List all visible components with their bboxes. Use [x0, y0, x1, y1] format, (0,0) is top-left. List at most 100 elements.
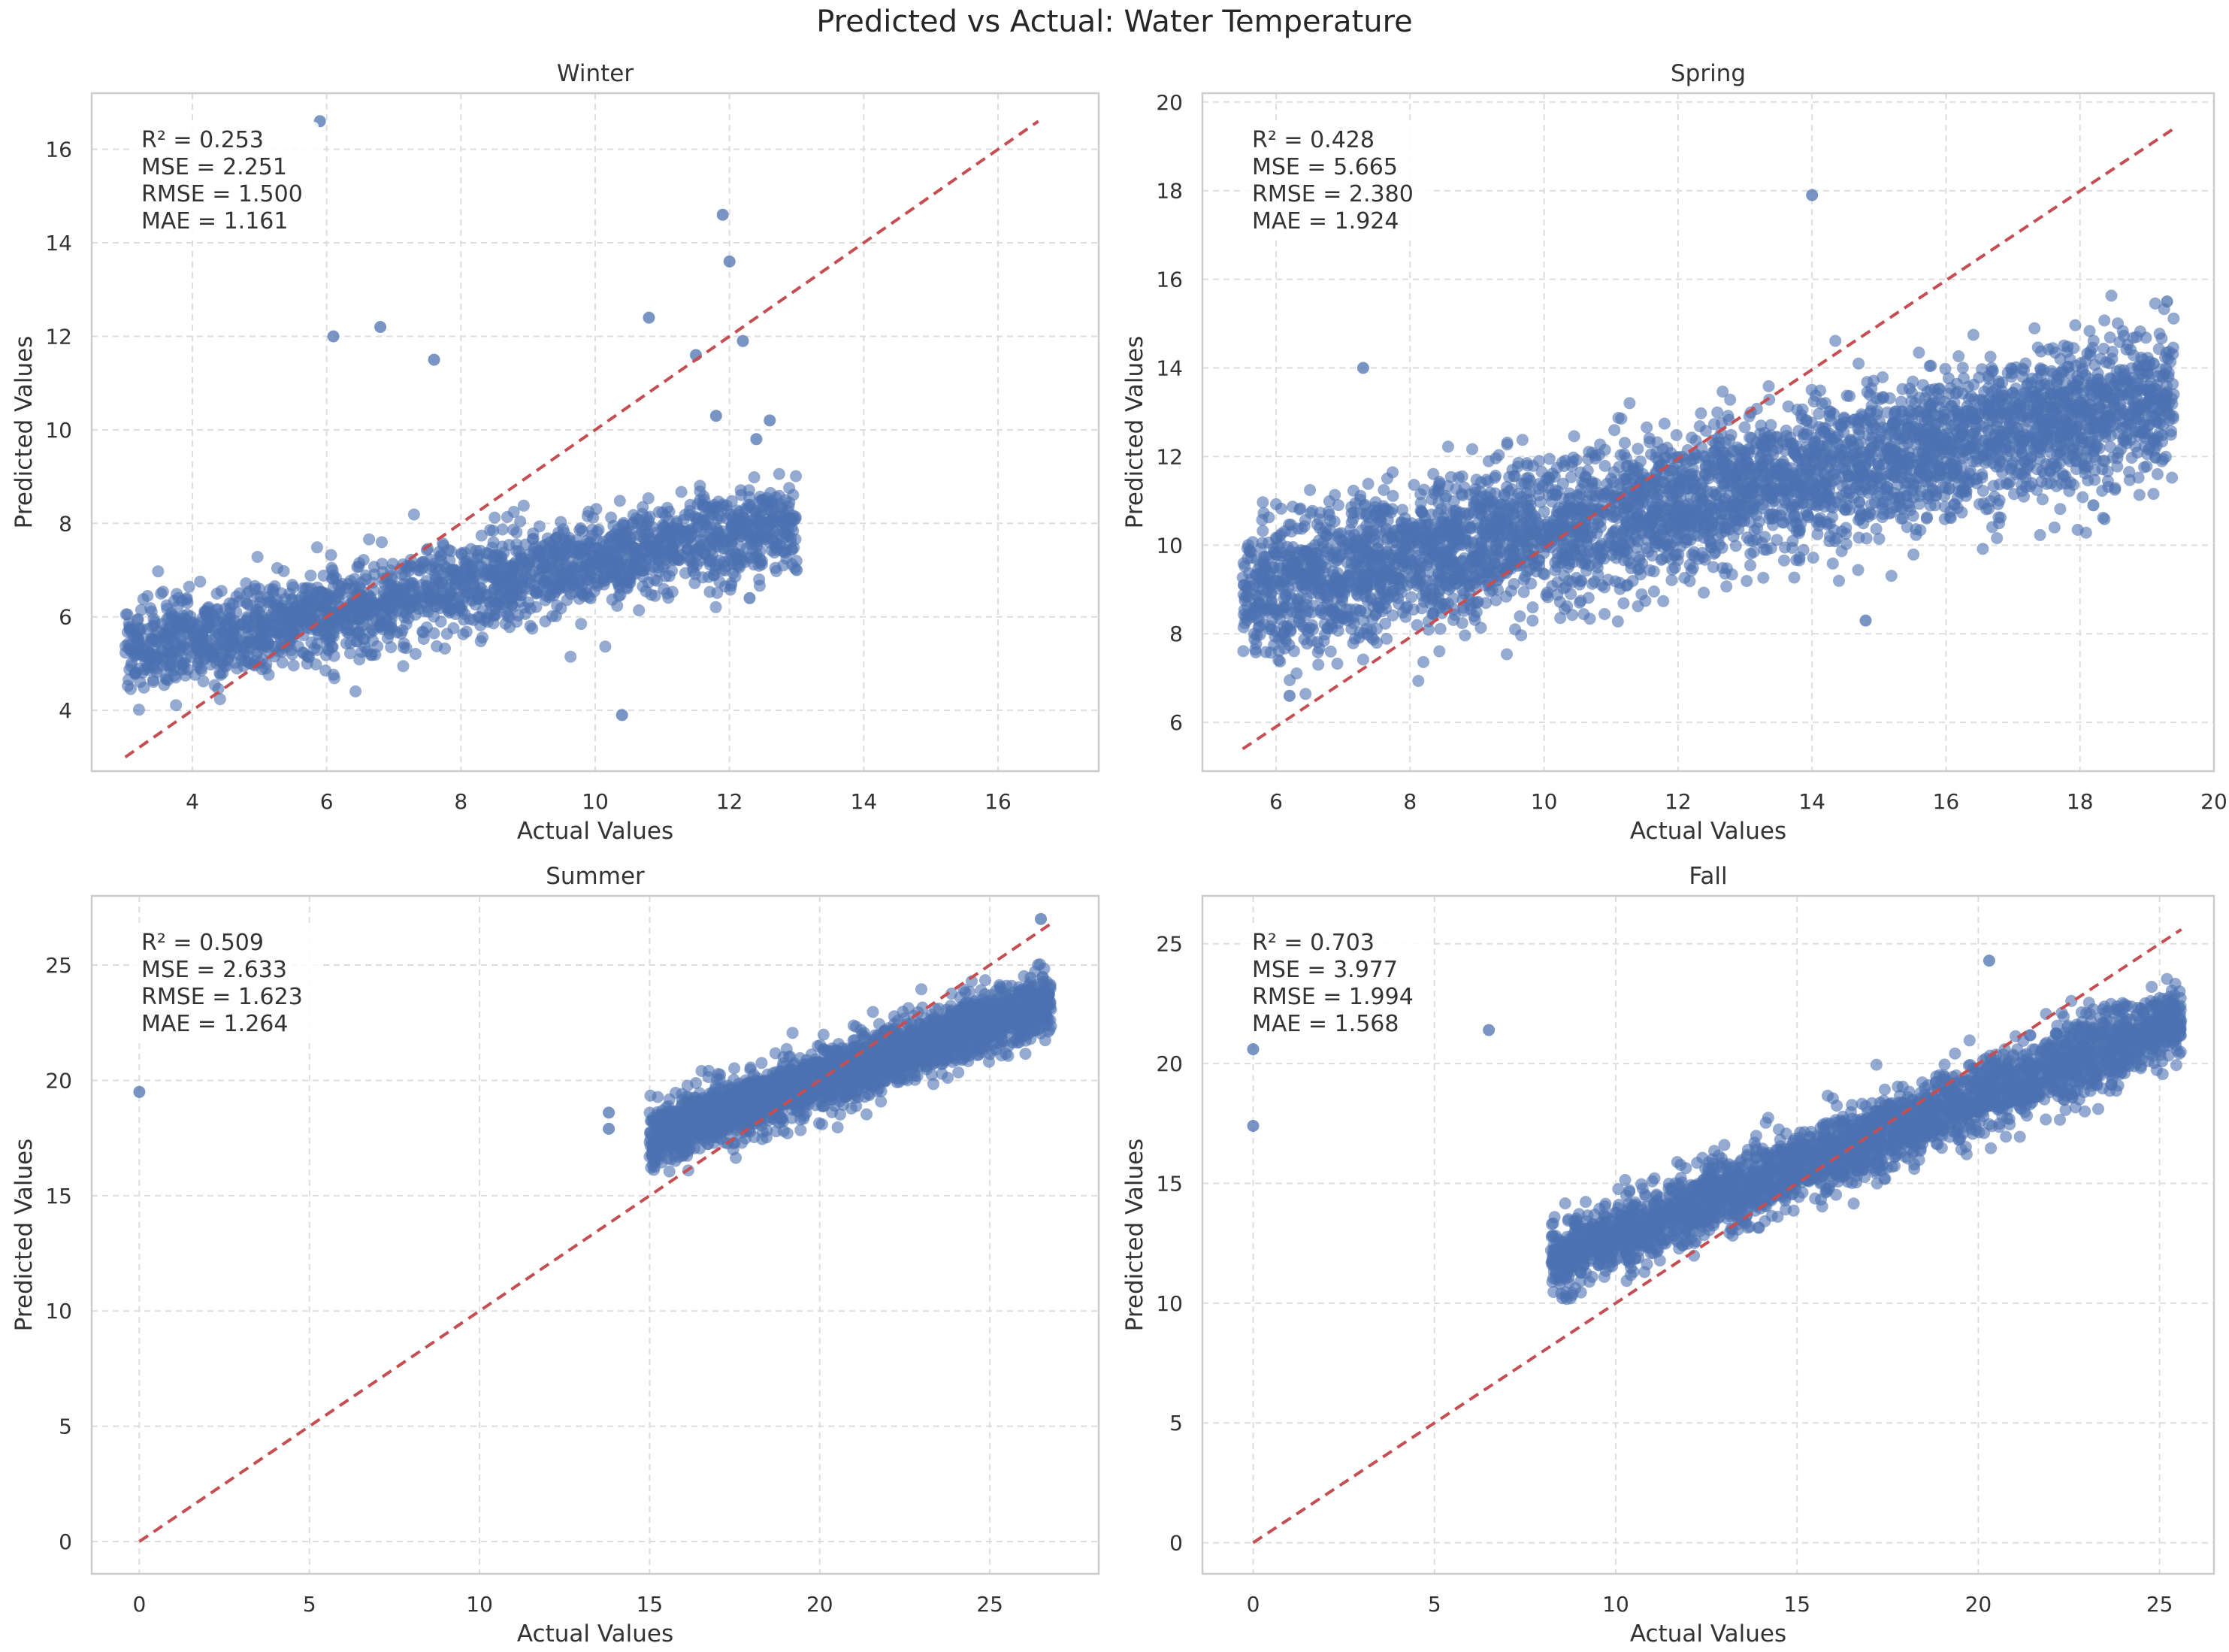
data-point [1604, 473, 1617, 486]
data-point [349, 685, 362, 697]
data-point [675, 525, 687, 537]
data-point [212, 639, 225, 651]
x-tick-label: 10 [582, 789, 609, 814]
data-point [479, 554, 492, 567]
data-point [580, 583, 593, 595]
data-point [1744, 559, 1756, 572]
data-point [1324, 645, 1337, 658]
data-point [647, 540, 660, 553]
data-point-outlier [750, 433, 763, 446]
data-point [227, 598, 240, 610]
data-point [1508, 578, 1520, 590]
data-point [213, 693, 226, 706]
x-tick-label: 16 [984, 789, 1012, 814]
data-point [407, 508, 420, 521]
data-point [391, 589, 404, 601]
data-point [558, 549, 571, 562]
data-point [476, 582, 488, 595]
data-point [163, 621, 176, 634]
data-point [663, 505, 676, 518]
data-point [396, 624, 409, 637]
data-point [1702, 469, 1715, 482]
data-point [1693, 420, 1706, 433]
data-point [1490, 594, 1502, 607]
data-point [381, 632, 394, 645]
data-point [1861, 386, 1874, 398]
data-point [1632, 443, 1644, 455]
data-point [198, 605, 211, 618]
data-point [1771, 534, 1783, 546]
data-point [783, 513, 796, 525]
data-point [1614, 576, 1626, 589]
data-point [487, 525, 500, 537]
data-point [146, 659, 159, 672]
data-point [353, 653, 366, 666]
panel-spring: 6 8 10 12 14 16 18 2068101214161820SpringActual… [1121, 60, 2227, 845]
data-point [1952, 350, 1965, 362]
data-point [2157, 452, 2170, 465]
data-point [2083, 325, 2096, 337]
data-point [358, 604, 371, 617]
data-point [743, 491, 756, 504]
data-point [366, 614, 378, 627]
data-point [1967, 455, 1979, 467]
data-point [1574, 466, 1587, 479]
data-point [380, 595, 392, 608]
data-point [1793, 551, 1806, 564]
data-point [444, 588, 457, 601]
data-point [1625, 557, 1638, 570]
data-point [457, 628, 470, 640]
data-point [1716, 386, 1729, 398]
data-point [507, 601, 520, 613]
data-point [1427, 467, 1440, 480]
figure-title: Predicted vs Actual: Water Temperature [816, 5, 1413, 39]
data-point [517, 499, 530, 512]
data-point [648, 573, 661, 586]
data-point [420, 621, 433, 634]
data-point [558, 526, 570, 539]
data-point [2140, 460, 2153, 473]
data-point [242, 649, 255, 662]
data-point [1425, 508, 1438, 521]
data-point [438, 598, 450, 610]
data-point [1414, 497, 1427, 510]
data-point [703, 555, 715, 567]
data-point [640, 585, 652, 598]
data-point [431, 640, 443, 652]
y-tick-label: 14 [45, 231, 72, 256]
data-point [2079, 526, 2092, 539]
data-point [597, 578, 610, 591]
metric-label: R² = 0.253 [141, 127, 264, 153]
data-point [171, 588, 183, 601]
data-point [286, 593, 298, 605]
reference-line-y-equals-x [124, 120, 1039, 758]
data-point [1312, 658, 1325, 671]
data-point [603, 557, 616, 570]
data-point [129, 667, 142, 680]
data-point [514, 515, 527, 528]
data-point [684, 498, 697, 511]
data-point [613, 495, 626, 507]
data-point [713, 576, 726, 588]
data-point [697, 490, 710, 503]
data-point [1961, 380, 1974, 393]
data-point [244, 620, 257, 633]
data-point [267, 625, 280, 637]
data-point [165, 610, 178, 622]
data-point [448, 572, 461, 585]
data-point [592, 523, 605, 536]
data-point [207, 651, 219, 664]
data-point [2069, 319, 2082, 331]
y-tick-label: 10 [45, 418, 72, 443]
data-point [231, 642, 244, 655]
data-point [410, 648, 422, 660]
data-point [358, 641, 371, 654]
data-point [632, 529, 645, 542]
data-point [2096, 485, 2109, 497]
data-point-outlier [743, 592, 756, 604]
data-point [434, 616, 447, 628]
data-point-outlier [757, 494, 770, 507]
data-point-outlier [428, 353, 440, 366]
data-point [506, 567, 519, 579]
data-point [1813, 407, 1825, 420]
